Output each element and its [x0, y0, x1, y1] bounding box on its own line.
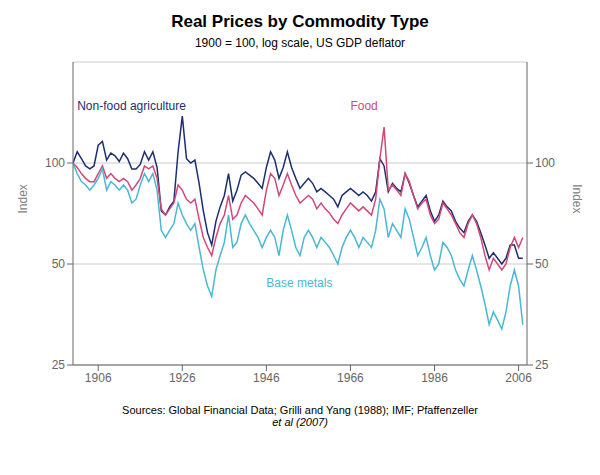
svg-text:Index: Index [16, 184, 30, 213]
html-text:Sources: Global Financial Data: Sources: Global Financial Data; Grilli a… [122, 404, 478, 416]
svg-text:Base metals: Base metals [266, 276, 332, 290]
svg-text:50: 50 [52, 257, 66, 271]
svg-text:100: 100 [45, 156, 65, 170]
svg-text:Index: Index [570, 184, 584, 213]
html-text:1900 = 100, log scale, US GDP: 1900 = 100, log scale, US GDP deflator [194, 36, 406, 50]
svg-text:Non-food agriculture: Non-food agriculture [77, 99, 186, 113]
svg-text:2006: 2006 [505, 371, 532, 385]
svg-text:1946: 1946 [253, 371, 280, 385]
svg-text:Food: Food [350, 99, 377, 113]
svg-text:1926: 1926 [169, 371, 196, 385]
svg-text:25: 25 [535, 358, 549, 372]
svg-text:25: 25 [52, 358, 66, 372]
html-text:et al (2007): et al (2007) [272, 416, 328, 428]
svg-text:1986: 1986 [421, 371, 448, 385]
svg-text:1966: 1966 [337, 371, 364, 385]
svg-text:50: 50 [535, 257, 549, 271]
svg-text:100: 100 [535, 156, 555, 170]
html-text:Real Prices by Commodity Type: Real Prices by Commodity Type [171, 12, 429, 31]
svg-text:1906: 1906 [85, 371, 112, 385]
